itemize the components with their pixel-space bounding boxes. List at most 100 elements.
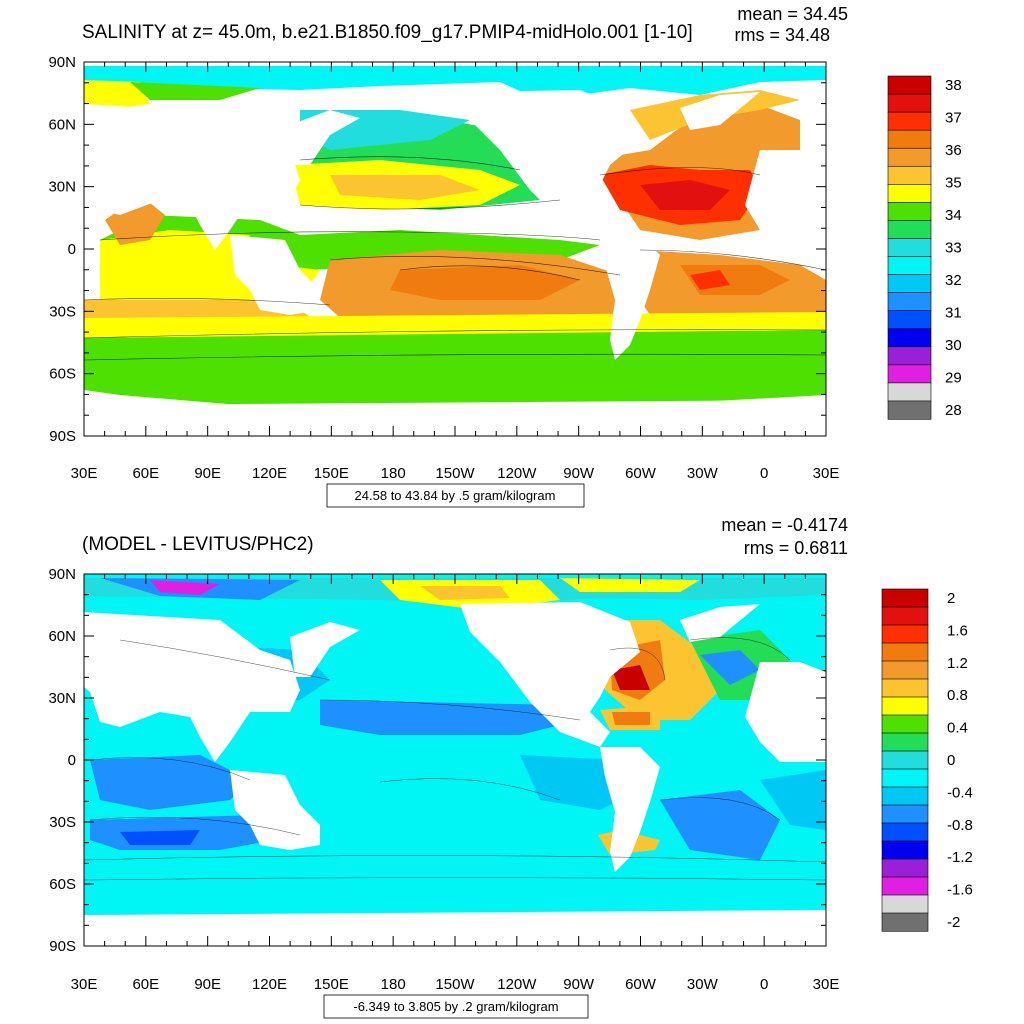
y-tick-label: 60N [48, 628, 76, 645]
colorbar-label: -0.8 [947, 817, 973, 834]
colorbar-swatch [887, 202, 932, 222]
x-tick-label: 30W [687, 976, 719, 993]
colorbar-swatch [881, 588, 929, 608]
colorbar-swatch [881, 912, 929, 932]
top-caption: 24.58 to 43.84 by .5 gram/kilogram [355, 488, 556, 503]
y-tick-label: 90S [49, 428, 76, 445]
colorbar-label: 34 [945, 207, 962, 224]
colorbar-swatch [881, 714, 929, 734]
colorbar-swatch [881, 822, 929, 842]
x-tick-label: 90E [194, 976, 221, 993]
colorbar-swatch [887, 364, 932, 384]
x-tick-label: 150W [435, 465, 475, 482]
x-tick-label: 150E [314, 976, 349, 993]
colorbar-swatch [887, 111, 932, 131]
colorbar-swatch [881, 876, 929, 896]
y-tick-label: 0 [68, 241, 76, 258]
colorbar-swatch [881, 624, 929, 644]
colorbar-swatch [887, 256, 932, 276]
colorbar-swatch [887, 346, 932, 366]
colorbar-swatch [881, 858, 929, 878]
colorbar-label: 28 [945, 402, 962, 419]
colorbar-swatch [881, 750, 929, 770]
colorbar-label: 1.2 [947, 655, 968, 672]
bottom-y-axis: 90N 60N 30N 0 30S 60S 90S [48, 566, 826, 955]
top-colorbar: 38 37 36 35 34 33 32 31 30 29 28 [887, 75, 962, 420]
y-tick-label: 90N [48, 54, 76, 71]
top-title: SALINITY at z= 45.0m, b.e21.B1850.f09_g1… [82, 22, 693, 43]
colorbar-label: -1.2 [947, 849, 973, 866]
bottom-title: (MODEL - LEVITUS/PHC2) [82, 534, 314, 555]
y-tick-label: 60N [48, 116, 76, 133]
colorbar-swatch [887, 328, 932, 348]
top-panel: SALINITY at z= 45.0m, b.e21.B1850.f09_g1… [48, 4, 962, 508]
colorbar-label: 0 [947, 752, 955, 769]
colorbar-swatch [881, 786, 929, 806]
colorbar-label: 29 [945, 369, 962, 386]
x-tick-label: 120W [497, 976, 537, 993]
x-tick-label: 0 [760, 976, 768, 993]
y-tick-label: 90S [49, 938, 76, 955]
bottom-contours [84, 637, 826, 881]
colorbar-swatch [881, 696, 929, 716]
bottom-panel: (MODEL - LEVITUS/PHC2) mean = -0.4174 rm… [48, 515, 973, 1019]
x-tick-label: 60W [625, 976, 657, 993]
bottom-caption-box [323, 994, 589, 1019]
colorbar-label: 37 [945, 110, 962, 127]
colorbar-swatch [887, 93, 932, 113]
x-tick-label: 60E [132, 465, 159, 482]
colorbar-label: -0.4 [947, 784, 973, 801]
colorbar-swatch [887, 147, 932, 167]
colorbar-swatch [881, 894, 929, 914]
x-tick-label: 60E [132, 976, 159, 993]
colorbar-swatch [887, 165, 932, 185]
bottom-caption: -6.349 to 3.805 by .2 gram/kilogram [353, 999, 558, 1014]
colorbar-swatch [881, 840, 929, 860]
colorbar-label: 32 [945, 272, 962, 289]
colorbar-label: 1.6 [947, 622, 968, 639]
y-tick-label: 30S [49, 814, 76, 831]
colorbar-swatch [881, 678, 929, 698]
x-tick-label: 60W [625, 465, 657, 482]
bottom-rms: rms = 0.6811 [744, 538, 848, 558]
colorbar-swatch [887, 310, 932, 330]
top-y-axis: 90N 60N 30N 0 30S 60S 90S [48, 54, 826, 445]
colorbar-swatch [881, 732, 929, 752]
top-contours [84, 156, 826, 361]
y-tick-label: 60S [49, 366, 76, 383]
colorbar-label: 30 [945, 337, 962, 354]
bottom-x-axis: 30E 60E 90E 120E 150E 180 150W 120W 90W 60W 30W 0 30… [71, 574, 839, 993]
colorbar-swatch [881, 606, 929, 626]
top-mean: mean = 34.45 [737, 4, 848, 24]
colorbar-label: -2 [947, 914, 960, 931]
x-tick-label: 120E [252, 465, 287, 482]
x-tick-label: 30E [71, 465, 98, 482]
colorbar-swatch [887, 238, 932, 258]
colorbar-swatch [887, 274, 932, 294]
colorbar-label: 38 [945, 77, 962, 94]
colorbar-swatch [887, 292, 932, 312]
colorbar-swatch [887, 220, 932, 240]
bottom-map-field [84, 574, 826, 946]
bottom-colorbar: 2 1.6 1.2 0.8 0.4 0 -0.4 -0.8 -1.2 -1.6 -2 [881, 588, 973, 932]
top-x-axis: 30E 60E 90E 120E 150E 180 150W 120W 90W 60W 30W 0 30… [71, 62, 840, 482]
x-tick-label: 180 [381, 976, 406, 993]
colorbar-label: 35 [945, 175, 962, 192]
colorbar-label: 36 [945, 142, 962, 159]
colorbar-label: -1.6 [947, 882, 973, 899]
x-tick-label: 0 [760, 465, 768, 482]
colorbar-swatch [881, 642, 929, 662]
x-tick-label: 30W [687, 465, 719, 482]
x-tick-label: 30E [813, 465, 840, 482]
x-tick-label: 90E [194, 465, 221, 482]
top-map-field [84, 62, 826, 436]
colorbar-swatch [881, 804, 929, 824]
colorbar-swatch [887, 382, 932, 402]
colorbar-label: 0.4 [947, 720, 968, 737]
y-tick-label: 90N [48, 566, 76, 583]
colorbar-swatch [887, 129, 932, 149]
colorbar-swatch [881, 660, 929, 680]
bottom-mean: mean = -0.4174 [721, 515, 848, 535]
top-caption-box [326, 483, 585, 508]
